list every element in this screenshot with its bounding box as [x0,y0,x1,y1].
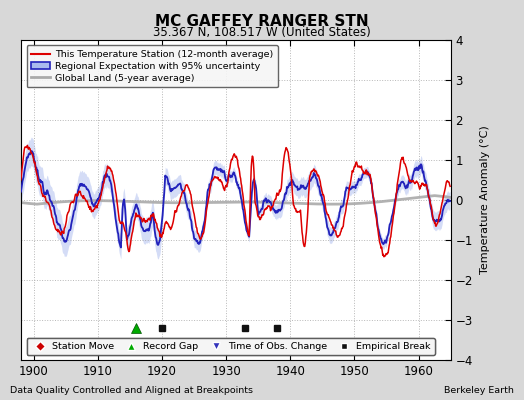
Text: Data Quality Controlled and Aligned at Breakpoints: Data Quality Controlled and Aligned at B… [10,386,254,395]
Legend: Station Move, Record Gap, Time of Obs. Change, Empirical Break: Station Move, Record Gap, Time of Obs. C… [27,338,434,355]
Text: Berkeley Earth: Berkeley Earth [444,386,514,395]
Y-axis label: Temperature Anomaly (°C): Temperature Anomaly (°C) [480,126,490,274]
Text: MC GAFFEY RANGER STN: MC GAFFEY RANGER STN [155,14,369,29]
Text: 35.367 N, 108.517 W (United States): 35.367 N, 108.517 W (United States) [153,26,371,39]
